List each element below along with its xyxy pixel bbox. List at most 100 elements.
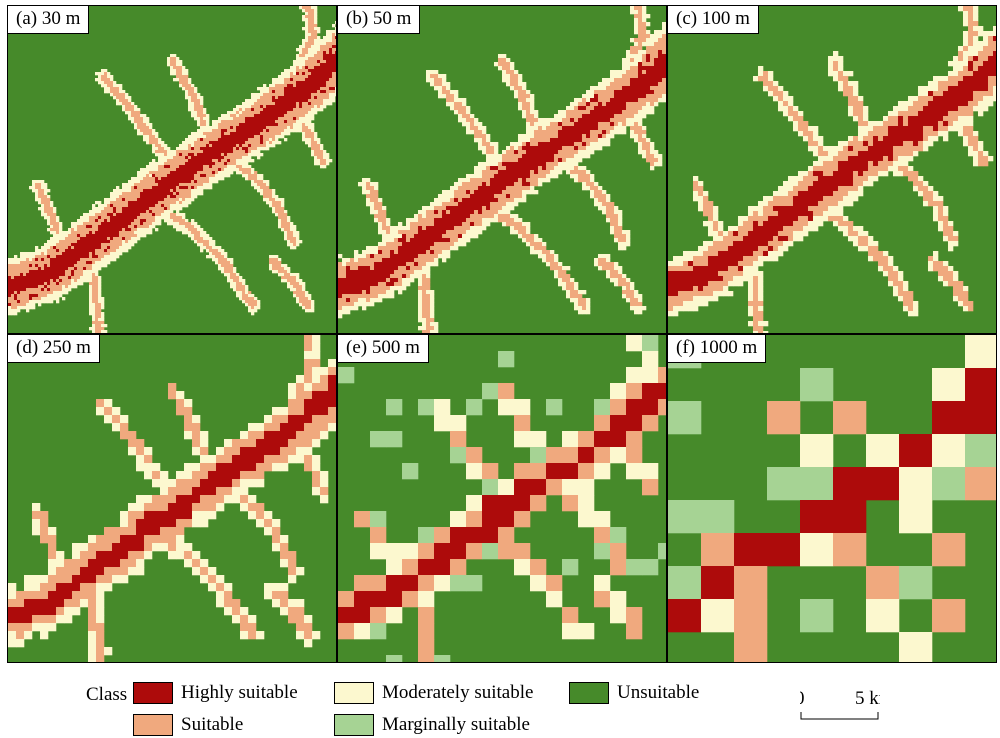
raster-cell (482, 178, 487, 183)
raster-cell (293, 273, 297, 277)
raster-cell (494, 154, 499, 159)
raster-cell (614, 90, 619, 95)
raster-cell (35, 246, 39, 250)
raster-cell (254, 138, 258, 142)
raster-cell (308, 75, 312, 79)
raster-cell (362, 182, 367, 187)
raster-cell (478, 162, 483, 167)
raster-cell (242, 285, 246, 289)
raster-cell (98, 297, 102, 301)
raster-cell (203, 165, 207, 169)
raster-cell (47, 282, 51, 286)
raster-cell (602, 198, 607, 203)
raster-cell (518, 82, 523, 87)
raster-cell (514, 194, 519, 199)
raster-cell (98, 330, 102, 333)
raster-cell (284, 75, 288, 79)
raster-cell (278, 213, 282, 217)
raster-cell (38, 198, 42, 202)
raster-cell (149, 174, 153, 178)
raster-cell (53, 255, 57, 259)
raster-cell (104, 252, 108, 256)
raster-cell (466, 182, 471, 187)
raster-cell (89, 288, 93, 292)
raster-cell (95, 288, 99, 292)
raster-cell (650, 158, 655, 163)
raster-cell (119, 246, 123, 250)
raster-cell (326, 84, 330, 88)
raster-cell (622, 86, 627, 91)
raster-cell (248, 126, 252, 130)
raster-cell (630, 38, 635, 43)
raster-cell (68, 261, 72, 265)
raster-cell (418, 210, 423, 215)
raster-cell (62, 282, 66, 286)
raster-cell (236, 294, 240, 298)
raster-cell (284, 99, 288, 103)
raster-cell (290, 240, 294, 244)
raster-cell (293, 102, 297, 106)
raster-cell (8, 258, 12, 262)
raster-cell (638, 122, 643, 127)
raster-cell (582, 178, 587, 183)
raster-cell (200, 192, 204, 196)
raster-cell (272, 144, 276, 148)
raster-cell (594, 114, 599, 119)
raster-cell (278, 261, 282, 265)
raster-cell (320, 102, 324, 106)
raster-cell (140, 189, 144, 193)
raster-cell (68, 285, 72, 289)
raster-cell (227, 111, 231, 115)
raster-cell (20, 282, 24, 286)
raster-cell (146, 129, 150, 133)
raster-cell (101, 222, 105, 226)
raster-cell (578, 166, 583, 171)
raster-cell (236, 285, 240, 289)
raster-cell (614, 86, 619, 91)
raster-cell (215, 258, 219, 262)
raster-cell (478, 198, 483, 203)
raster-cell (80, 216, 84, 220)
raster-cell (176, 159, 180, 163)
raster-cell (335, 45, 336, 49)
raster-cell (41, 300, 45, 304)
raster-cell (526, 222, 531, 227)
raster-cell (233, 138, 237, 142)
raster-cell (80, 237, 84, 241)
raster-cell (534, 162, 539, 167)
raster-cell (218, 246, 222, 250)
raster-cell (450, 190, 455, 195)
raster-cell (272, 102, 276, 106)
raster-cell (398, 242, 403, 247)
raster-cell (143, 228, 147, 232)
raster-cell (314, 93, 318, 97)
raster-cell (38, 189, 42, 193)
raster-cell (254, 180, 258, 184)
raster-cell (206, 141, 210, 145)
raster-cell (110, 75, 114, 79)
raster-cell (478, 190, 483, 195)
raster-cell (167, 183, 171, 187)
raster-cell (494, 62, 499, 67)
raster-cell (215, 138, 219, 142)
raster-cell (490, 166, 495, 171)
raster-cell (518, 198, 523, 203)
raster-cell (266, 192, 270, 196)
raster-cell (203, 171, 207, 175)
raster-cell (239, 288, 243, 292)
raster-cell (638, 98, 643, 103)
raster-cell (582, 174, 587, 179)
raster-cell (227, 264, 231, 268)
raster-cell (221, 255, 225, 259)
raster-cell (104, 231, 108, 235)
raster-cell (188, 168, 192, 172)
raster-cell (260, 117, 264, 121)
raster-cell (602, 110, 607, 115)
raster-cell (245, 99, 249, 103)
raster-cell (86, 213, 90, 217)
raster-cell (308, 297, 312, 301)
raster-cell (242, 114, 246, 118)
raster-cell (378, 230, 383, 235)
raster-cell (11, 276, 15, 280)
raster-cell (44, 183, 48, 187)
